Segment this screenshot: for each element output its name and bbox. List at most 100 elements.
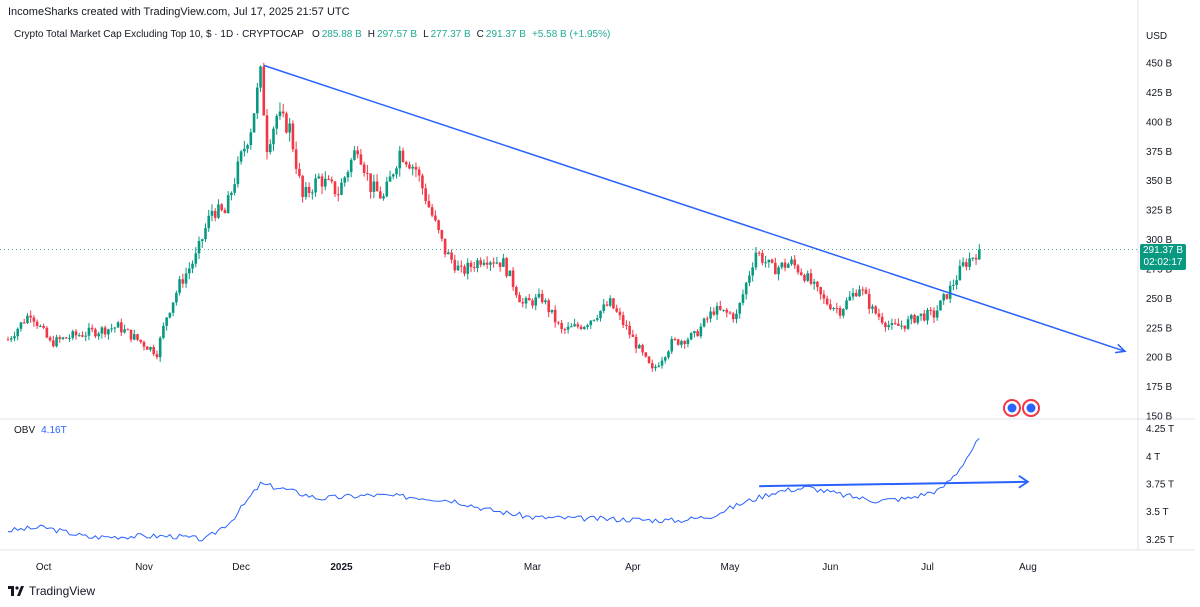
candle (638, 343, 641, 349)
candle (472, 261, 476, 272)
candle-body (825, 298, 829, 305)
candle-body (897, 323, 900, 326)
candle-body (615, 308, 618, 312)
candle-body (628, 325, 631, 335)
candle (349, 157, 353, 178)
candle (356, 146, 359, 159)
candle (116, 320, 120, 328)
candle-body (599, 310, 602, 319)
candle-body (903, 325, 907, 329)
candle (670, 336, 674, 355)
candle-body (320, 176, 324, 187)
candle (262, 62, 266, 116)
candle-body (744, 282, 748, 295)
candle-body (880, 316, 884, 323)
candle-body (842, 309, 845, 316)
candle-body (385, 181, 389, 197)
candle (45, 326, 49, 339)
candle (978, 244, 981, 260)
candle-body (822, 294, 826, 299)
candle (531, 298, 534, 309)
candle (583, 326, 586, 330)
candle (968, 252, 971, 271)
candle-body (343, 177, 347, 183)
candle (816, 281, 819, 292)
candle-body (243, 148, 246, 152)
candle (699, 323, 703, 339)
price-tick-label: 175 B (1146, 382, 1172, 393)
open-label: O (311, 29, 320, 40)
candle-body (165, 317, 168, 326)
candle (829, 299, 832, 311)
close-value: 291.37 B (485, 29, 526, 40)
obv-tick-label: 3.25 T (1146, 535, 1174, 546)
candle (158, 336, 162, 362)
candle-body (61, 337, 65, 339)
candle (200, 238, 204, 248)
candle (291, 120, 295, 153)
candle (64, 337, 68, 339)
candle (851, 287, 855, 301)
candle-body (100, 327, 104, 334)
obv-legend[interactable]: OBV 4.16T (14, 425, 67, 436)
candle (336, 186, 340, 202)
candle-body (456, 265, 460, 271)
candle (595, 314, 599, 322)
candle (650, 359, 654, 372)
candle (485, 256, 489, 269)
candle (298, 162, 301, 179)
price-tick-label: 400 B (1146, 117, 1172, 128)
candle (385, 176, 389, 198)
candle (94, 327, 97, 339)
candle-body (327, 178, 330, 180)
candle-body (531, 300, 534, 306)
x-tick-label: Oct (36, 562, 52, 573)
x-tick-label: Apr (625, 562, 641, 573)
candle-body (906, 319, 910, 329)
candle (61, 336, 65, 341)
candle (890, 318, 894, 330)
candle-body (641, 345, 644, 353)
candle-body (382, 196, 385, 199)
candle (437, 219, 440, 234)
candle (450, 249, 453, 264)
candle (550, 309, 554, 314)
candle-body (275, 116, 279, 129)
candle (123, 324, 126, 334)
candle-body (910, 315, 913, 320)
candle-body (644, 352, 648, 357)
candle (955, 275, 958, 290)
x-tick-label: Aug (1019, 562, 1037, 573)
candle-body (226, 195, 230, 214)
x-tick-label: Dec (232, 562, 250, 573)
candle (751, 262, 754, 282)
candle (696, 328, 699, 337)
tradingview-footer[interactable]: TradingView (8, 584, 95, 598)
candle-body (693, 331, 696, 334)
candle (926, 307, 929, 325)
candle-body (945, 294, 949, 299)
candle-body (689, 333, 693, 340)
candle-body (790, 259, 793, 265)
candle-body (699, 326, 703, 337)
price-tick-label: 375 B (1146, 147, 1172, 158)
candle (456, 260, 460, 271)
candle-body (9, 338, 13, 340)
candle-body (52, 340, 55, 347)
candle-body (618, 311, 622, 316)
candle-body (783, 262, 787, 268)
candle (265, 108, 269, 160)
currency-label[interactable]: USD (1146, 31, 1168, 42)
candle-body (417, 169, 421, 176)
candle (233, 178, 236, 196)
candle (676, 338, 680, 346)
candle-body (301, 175, 304, 197)
candle-body (922, 313, 926, 321)
event-badge-core (1026, 403, 1036, 413)
candle-body (204, 228, 207, 240)
candle-body (207, 215, 211, 229)
candle (508, 270, 512, 277)
candle-body (210, 210, 214, 216)
x-tick-label: Jun (822, 562, 838, 573)
